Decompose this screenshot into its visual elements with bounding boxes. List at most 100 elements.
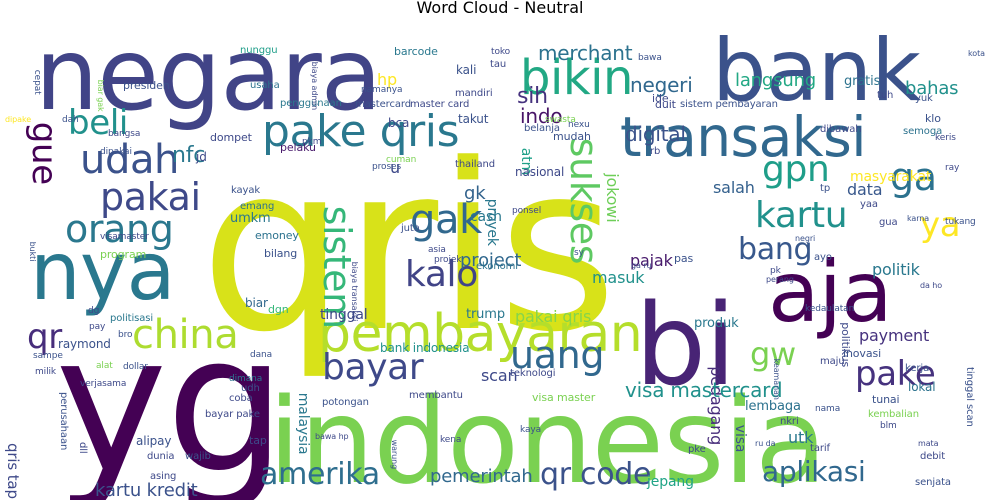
- cloud-word: klo: [925, 112, 941, 125]
- cloud-word: yuk: [915, 93, 933, 104]
- cloud-word: hp: [377, 70, 397, 89]
- cloud-word: dg: [88, 306, 100, 316]
- cloud-word: inovasi: [843, 347, 882, 360]
- cloud-word: mudah: [553, 130, 591, 143]
- cloud-word: yaa: [860, 199, 878, 210]
- cloud-word: kartu kredit: [95, 480, 198, 500]
- cloud-word: dibawah: [820, 124, 862, 135]
- cloud-word: data: [847, 180, 883, 199]
- cloud-word: tuh: [877, 90, 894, 101]
- cloud-word: langsung: [735, 70, 817, 91]
- cloud-word: potongan: [322, 397, 369, 408]
- cloud-word: usaha: [250, 80, 280, 91]
- cloud-word: proses: [372, 162, 402, 172]
- cloud-word: jd: [196, 150, 207, 164]
- cloud-word: biaya transaksi: [350, 261, 359, 322]
- cloud-word: aja: [768, 243, 893, 341]
- cloud-word: tarif: [810, 443, 830, 454]
- cloud-word: udh: [241, 383, 260, 394]
- cloud-word: teknologi: [510, 368, 556, 379]
- cloud-word: ga ru: [631, 261, 652, 270]
- cloud-word: asia: [428, 245, 446, 255]
- cloud-word: penggunaan: [280, 98, 342, 109]
- cloud-word: politisasi: [110, 313, 154, 324]
- cloud-word: trump: [466, 307, 505, 322]
- cloud-word: lokal: [908, 380, 936, 394]
- cloud-word: pay: [89, 322, 106, 332]
- cloud-word: bawa: [638, 53, 662, 63]
- cloud-word: dah: [62, 115, 79, 125]
- cloud-word: aplikasi: [762, 455, 866, 488]
- cloud-word: thailand: [455, 159, 495, 170]
- cloud-word: semoga: [903, 126, 943, 137]
- cloud-word: bank indonesia: [380, 341, 470, 355]
- cloud-word: masuk: [592, 268, 645, 287]
- cloud-word: program: [100, 248, 147, 261]
- cloud-word: negeri: [630, 73, 693, 97]
- cloud-word: alipay: [136, 434, 172, 448]
- cloud-word: sih: [517, 84, 548, 109]
- cloud-word: biaya admin: [310, 61, 319, 111]
- cloud-word: merchant: [538, 41, 633, 65]
- cloud-word: verjasama: [80, 379, 127, 389]
- cloud-word: mastercard: [355, 99, 411, 110]
- cloud-word: amerika: [260, 457, 380, 492]
- cloud-word: tau: [490, 59, 507, 70]
- cloud-word: dipakai: [100, 147, 132, 157]
- cloud-word: cepat: [32, 69, 42, 95]
- cloud-word: sistem pembayaran: [680, 99, 778, 110]
- word-cloud: qris yg indonesia negara bank bi nya aja transak…: [0, 20, 1000, 500]
- cloud-word: uang: [510, 333, 605, 377]
- cloud-word: tinggal: [320, 307, 368, 323]
- cloud-word: pake: [855, 354, 936, 394]
- cloud-word: kerja: [905, 363, 930, 374]
- cloud-word: dipake: [5, 115, 32, 124]
- cloud-word: indo: [520, 104, 563, 128]
- cloud-word: rb: [650, 146, 661, 157]
- cloud-word: qris tap: [4, 443, 22, 499]
- cloud-word: negri: [795, 234, 816, 243]
- cloud-word: bank: [712, 21, 921, 121]
- cloud-word: dunia: [147, 451, 175, 462]
- cloud-word: takut: [458, 112, 489, 126]
- cloud-word: dollar: [123, 362, 148, 372]
- cloud-word: bilang: [264, 247, 298, 260]
- cloud-word: mata: [918, 439, 939, 448]
- cloud-word: bang: [738, 232, 813, 267]
- cloud-word: jokowi: [603, 173, 622, 223]
- cloud-word: pkm: [302, 137, 322, 147]
- cloud-word: nfc: [172, 143, 206, 168]
- cloud-word: pajak: [630, 251, 673, 270]
- page-title: Word Cloud - Neutral: [416, 0, 584, 17]
- cloud-word: pake qris: [262, 106, 460, 157]
- cloud-word: tunai: [872, 393, 900, 406]
- cloud-word: indonesia: [268, 372, 827, 500]
- cloud-word: project: [460, 250, 522, 271]
- cloud-word: qris: [200, 116, 617, 383]
- cloud-word: ekonomi: [476, 261, 518, 272]
- cloud-word: master card: [410, 99, 470, 110]
- cloud-word: ya: [920, 205, 961, 245]
- cloud-word: perusahaan: [58, 392, 69, 451]
- cloud-word: udah: [80, 137, 180, 183]
- cloud-word: gue: [24, 121, 64, 185]
- cloud-word: gk: [464, 183, 486, 204]
- cloud-word: senjata: [915, 477, 951, 488]
- cloud-word: pk: [770, 266, 781, 276]
- cloud-word: scan: [481, 366, 518, 385]
- cloud-word: gw: [750, 335, 796, 373]
- cloud-word: payment: [859, 326, 930, 345]
- cloud-word: pas: [674, 252, 694, 265]
- cloud-word: swasta: [545, 115, 576, 125]
- cloud-word: kedaulatan: [805, 304, 855, 314]
- cloud-word: digital: [625, 122, 686, 146]
- cloud-word: belanja: [524, 123, 560, 134]
- cloud-word: produk: [694, 316, 739, 331]
- cloud-word: bca: [388, 116, 410, 130]
- cloud-word: salah: [713, 178, 755, 197]
- cloud-word: cash: [470, 209, 502, 225]
- cloud-word: bayar: [322, 347, 424, 388]
- cloud-word: bayar pake: [205, 409, 260, 420]
- cloud-word: bahas: [905, 78, 959, 99]
- cloud-word: kembalian: [868, 409, 919, 420]
